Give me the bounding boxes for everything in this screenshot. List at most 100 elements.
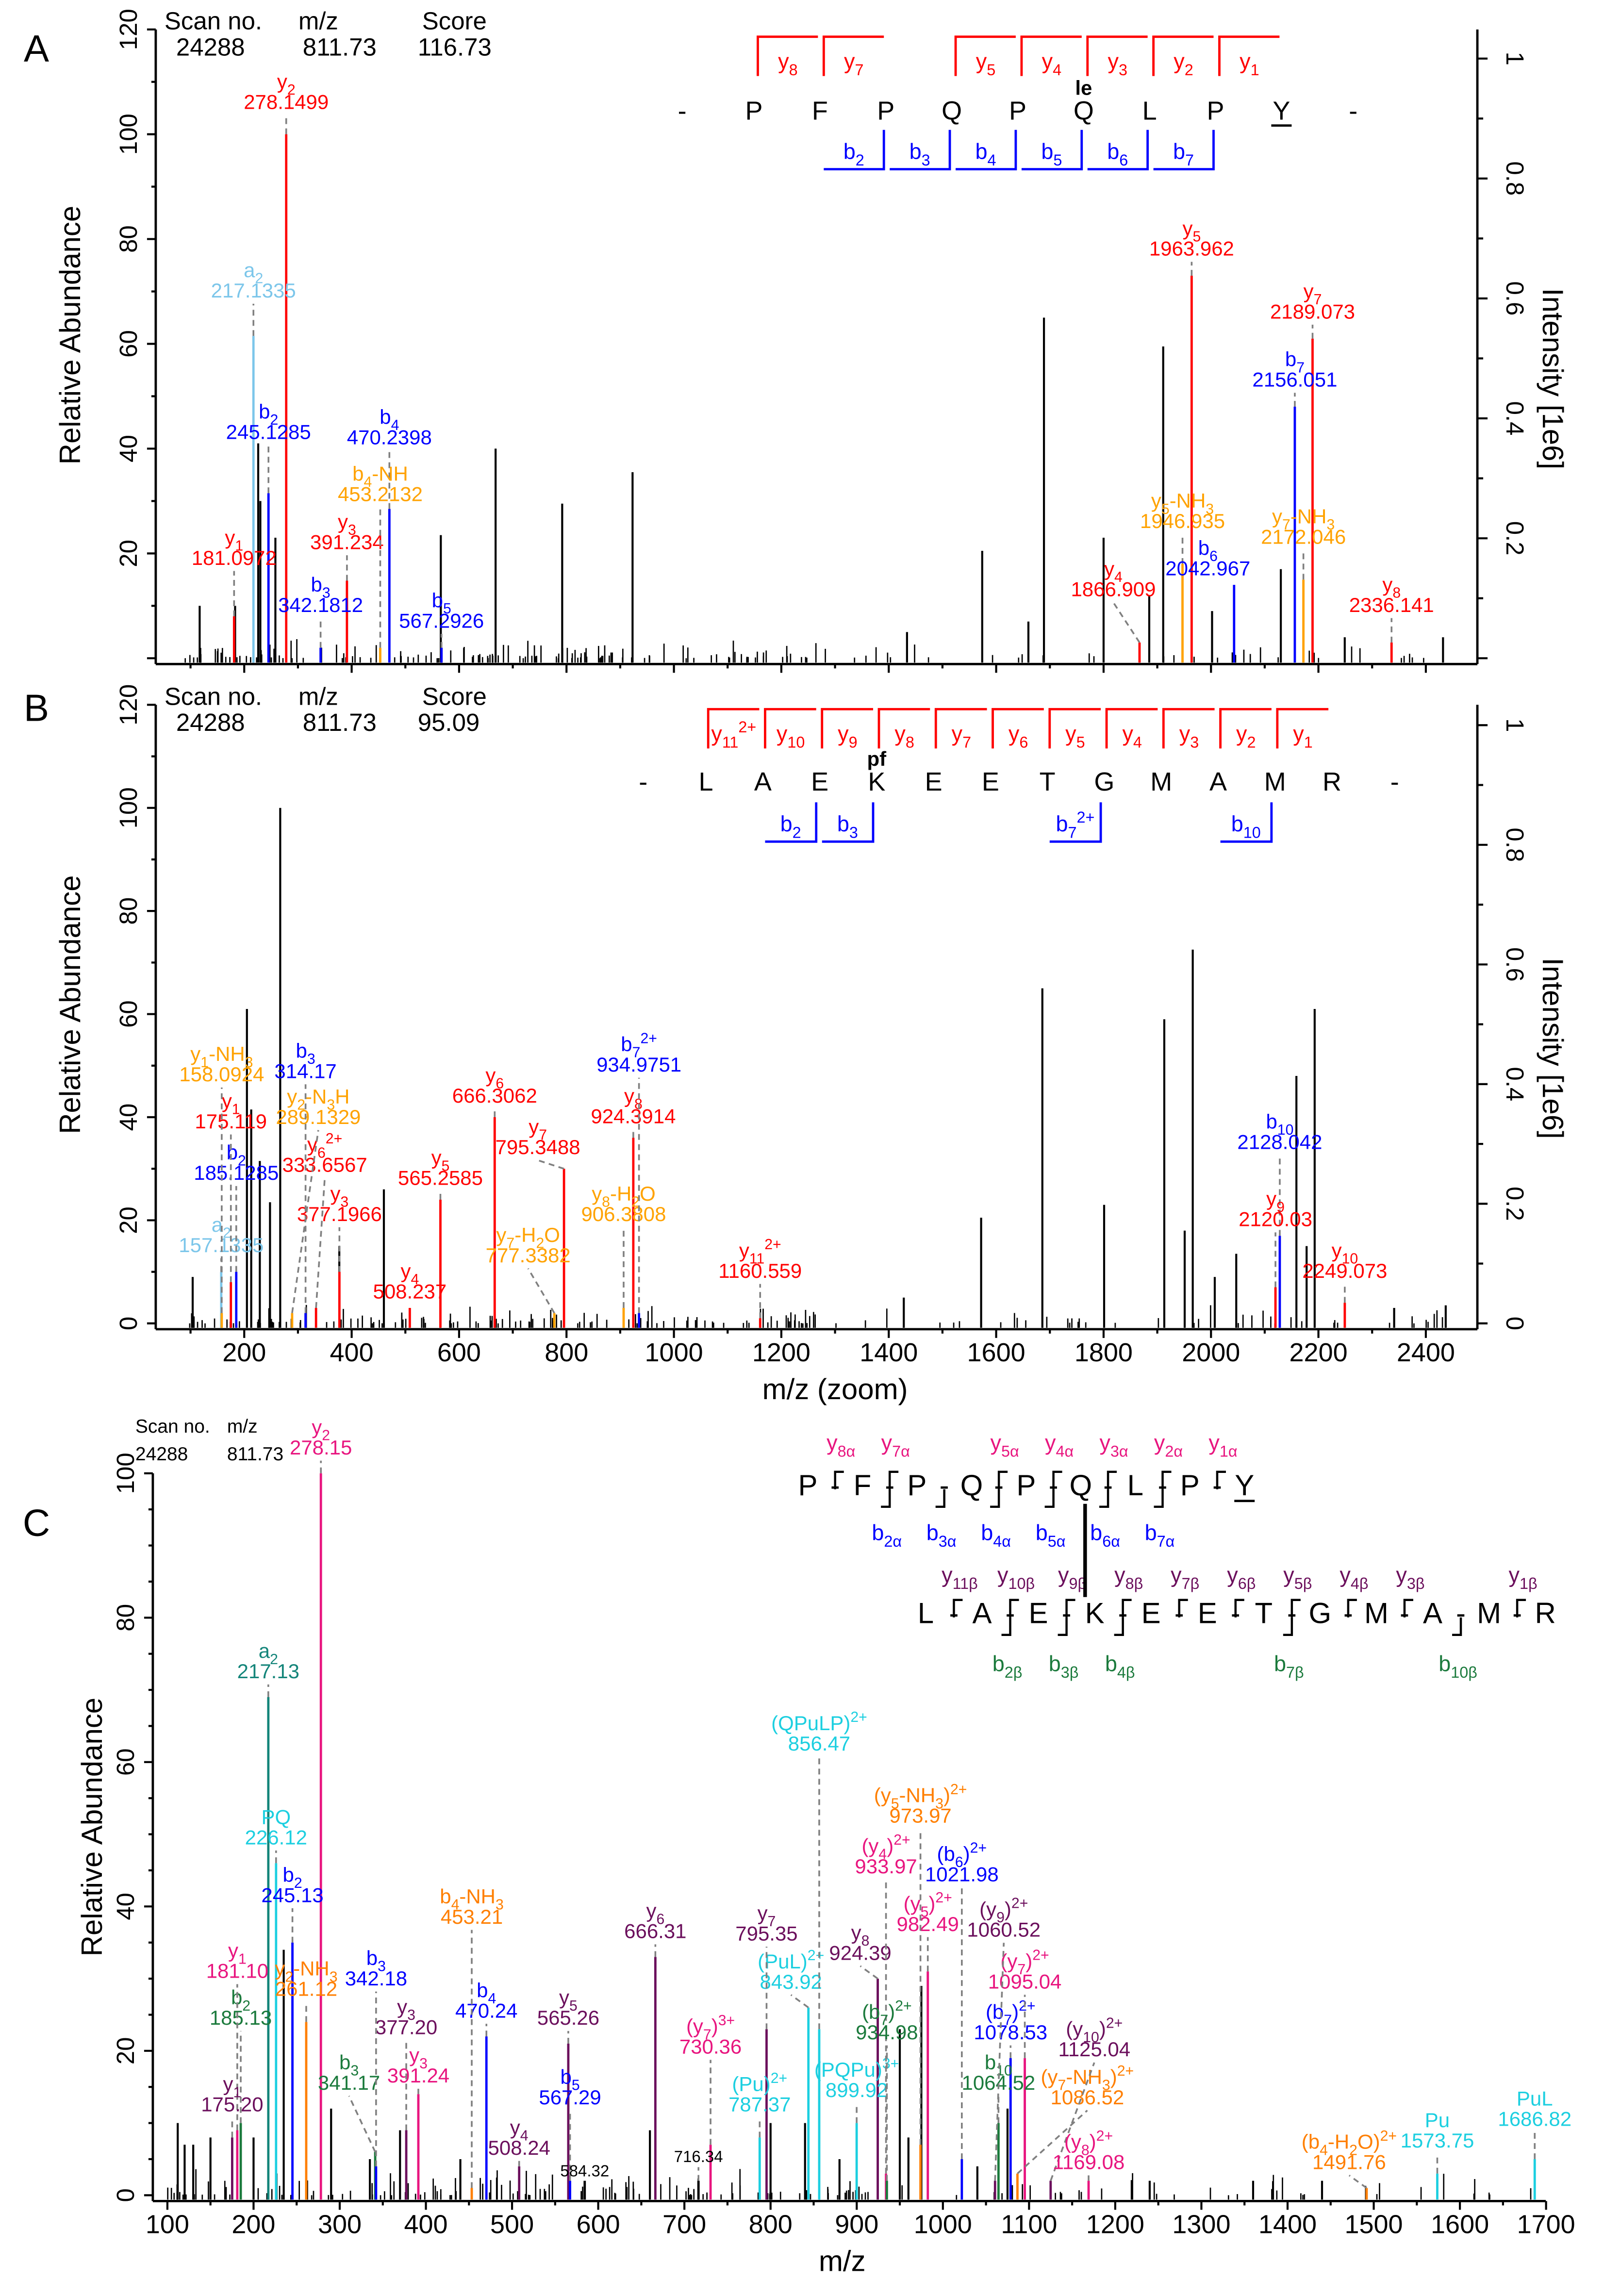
label-segment: 4 bbox=[364, 474, 372, 490]
score-value: 116.73 bbox=[418, 33, 492, 61]
scan-label: Scan no. bbox=[165, 682, 262, 710]
label-segment: 6 bbox=[955, 1854, 963, 1870]
residue: Q bbox=[1069, 1469, 1092, 1502]
label-segment: y bbox=[997, 1563, 1009, 1587]
y-tick-label: 80 bbox=[112, 1604, 139, 1632]
label-segment: y bbox=[1099, 1430, 1110, 1455]
label-segment: y bbox=[287, 1085, 297, 1108]
panel-letter: A bbox=[24, 27, 49, 70]
b-ion-label: b7β bbox=[1274, 1652, 1304, 1681]
label-segment: 3β bbox=[1061, 1664, 1079, 1681]
label-segment: 4 bbox=[878, 1846, 887, 1862]
label-segment: -NH bbox=[293, 1957, 330, 1980]
peak-mz-label: 391.234 bbox=[310, 530, 384, 553]
label-segment: y bbox=[952, 721, 963, 746]
label-segment: 2+ bbox=[1076, 809, 1094, 826]
label-segment: 1 bbox=[235, 538, 243, 554]
peak-mz-label: 1160.559 bbox=[718, 1259, 802, 1282]
label-segment: 8 bbox=[861, 1933, 870, 1949]
label-segment: y bbox=[1283, 1563, 1294, 1587]
peak-ion-label: b2 bbox=[282, 1863, 302, 1891]
label-segment: b bbox=[1285, 348, 1296, 371]
label-segment: 2+ bbox=[1019, 1998, 1035, 2014]
label-segment: 5 bbox=[921, 1904, 929, 1920]
label-segment: y bbox=[1179, 721, 1191, 746]
peak-mz-label: 856.47 bbox=[788, 1732, 850, 1755]
y-cleavage-bracket bbox=[1234, 1599, 1244, 1618]
label-segment: 3 bbox=[340, 1194, 348, 1210]
peak-mz-label: 1573.75 bbox=[1401, 2129, 1474, 2152]
residue: F bbox=[812, 97, 828, 126]
residue: F bbox=[854, 1469, 872, 1502]
x-tick-label: 2400 bbox=[1397, 1338, 1455, 1367]
y-cleavage-bracket bbox=[1107, 1470, 1117, 1489]
peak-ion-label: (PQPu)3+ bbox=[814, 2056, 899, 2081]
label-segment: b bbox=[227, 1141, 238, 1164]
peak-ion-label: PQ bbox=[261, 1805, 291, 1828]
residue: A bbox=[1209, 767, 1227, 796]
peak-mz-label: 453.21 bbox=[441, 1905, 503, 1928]
b-cleavage-bracket bbox=[1058, 1617, 1068, 1636]
label-segment: -NH bbox=[209, 1042, 245, 1065]
label-segment: y bbox=[1114, 1563, 1125, 1587]
label-segment: 7 bbox=[1058, 2077, 1066, 2093]
y-ion-label: y5 bbox=[976, 49, 995, 79]
label-segment: y bbox=[844, 49, 855, 74]
peak-ion-label: b3 bbox=[366, 1947, 386, 1975]
label-segment: 5α bbox=[1048, 1533, 1066, 1550]
panel-C: C 0 20 40 60 80 100 Relative Abundance 100 200 300… bbox=[23, 1416, 1575, 2277]
x-tick-label: 400 bbox=[330, 1338, 374, 1367]
label-segment: 6 bbox=[1119, 151, 1128, 169]
peak-mz-label: 565.26 bbox=[537, 2006, 599, 2029]
label-segment: b bbox=[780, 811, 793, 836]
label-segment: y bbox=[1108, 49, 1119, 74]
y-tick-label: 100 bbox=[115, 787, 142, 828]
label-segment: y bbox=[1042, 49, 1053, 74]
peak-label: 899.92(PQPu)3+ bbox=[814, 2056, 899, 2101]
label-segment: 4 bbox=[1133, 734, 1142, 751]
label-segment: 6 bbox=[656, 1911, 664, 1927]
y2-tick-label: 0.4 bbox=[1501, 1067, 1529, 1101]
label-segment: b bbox=[1105, 1652, 1117, 1676]
peak-mz-label: 278.1499 bbox=[244, 90, 329, 113]
label-segment: 4 bbox=[1114, 569, 1123, 585]
label-segment: (Pu) bbox=[732, 2073, 770, 2096]
residue: M bbox=[1477, 1597, 1501, 1630]
b-ion-label: b2 bbox=[843, 139, 864, 169]
b-ion-label: b4 bbox=[975, 139, 996, 169]
peak-mz-label: 158.0924 bbox=[179, 1063, 264, 1086]
label-segment: 5 bbox=[443, 601, 451, 617]
label-segment: 5β bbox=[1294, 1575, 1312, 1592]
y-tick-label: 20 bbox=[112, 2037, 139, 2065]
peak-ion-label: y3 bbox=[338, 510, 356, 538]
y2-tick-label: 0.2 bbox=[1501, 1187, 1529, 1221]
y-ion-label: y9 bbox=[838, 721, 858, 751]
b-ion-bracket bbox=[765, 802, 818, 843]
peak-ion-label: y8 bbox=[851, 1921, 870, 1949]
label-segment: 7 bbox=[632, 1045, 641, 1061]
b-ion-bracket bbox=[956, 130, 1017, 171]
label-segment: b bbox=[981, 1520, 993, 1545]
b-ion-bracket bbox=[824, 130, 885, 171]
peak-mz-label: 181.0972 bbox=[192, 546, 277, 569]
residue: Y bbox=[1273, 97, 1290, 126]
peak-mz-label: 1078.53 bbox=[974, 2021, 1047, 2044]
label-segment: 3 bbox=[496, 1897, 504, 1913]
b-ion-label: b3β bbox=[1049, 1652, 1079, 1681]
label-segment: 7 bbox=[1296, 360, 1305, 376]
label-segment: 2 bbox=[536, 1236, 544, 1252]
y2-tick-label: 1 bbox=[1501, 718, 1529, 732]
y-ion-label: y4α bbox=[1045, 1430, 1074, 1460]
residue: R bbox=[1535, 1597, 1555, 1630]
label-segment: 7 bbox=[855, 61, 864, 79]
y-ion-label: y3β bbox=[1396, 1563, 1424, 1592]
label-segment: 5 bbox=[1053, 151, 1062, 169]
label-segment: O bbox=[640, 1182, 656, 1205]
peak-ion-label: (b4-H2O)2+ bbox=[1302, 2128, 1397, 2158]
